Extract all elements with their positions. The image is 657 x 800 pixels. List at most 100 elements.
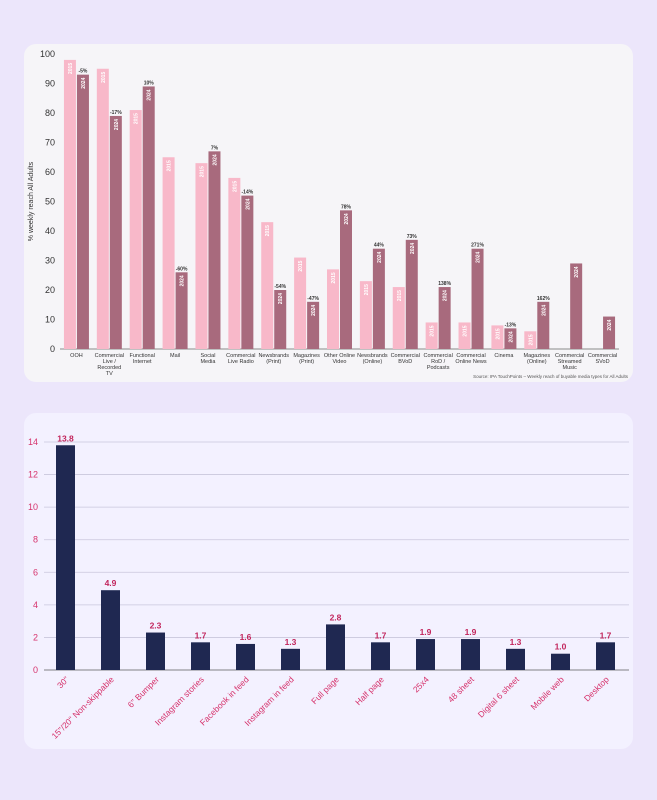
- x-category-label: Magazines: [293, 353, 320, 359]
- bar: [371, 642, 390, 670]
- bar-2024: [471, 248, 484, 349]
- bar-label-2024: 2024: [147, 89, 153, 100]
- x-category-label: (Print): [266, 359, 281, 365]
- x-category-label: (Online): [527, 359, 547, 365]
- y-tick-label: 10: [28, 502, 38, 512]
- x-category-label: 30": [55, 674, 71, 690]
- weekly-reach-chart: 0 10 20 30 40 50 60 70 80 90 100 % weekly reach All…: [28, 49, 629, 379]
- bar-2015: [129, 110, 142, 349]
- bar-label-2015: 2015: [101, 72, 107, 83]
- x-category-label: Commercial: [555, 353, 584, 359]
- bar-2024: [438, 287, 451, 349]
- change-label: 138%: [438, 281, 451, 287]
- bar: [191, 642, 210, 670]
- bar-2015: [261, 222, 274, 349]
- change-label: -54%: [274, 284, 286, 290]
- y-tick-label: 0: [33, 665, 38, 675]
- bar-label-2024: 2024: [212, 154, 218, 165]
- bar: [146, 632, 165, 670]
- x-category-label: Live Radio: [228, 359, 254, 365]
- bar-2024: [208, 151, 221, 349]
- x-category-label: Half page: [353, 674, 386, 707]
- y-tick-label: 10: [45, 315, 55, 325]
- bar-2015: [327, 269, 339, 349]
- x-category-label: Internet: [133, 359, 152, 365]
- bar-2015: [96, 68, 109, 349]
- bar-2015: [524, 331, 537, 349]
- x-category-label: Cinema: [494, 353, 514, 359]
- x-category-label: Podcasts: [427, 365, 450, 371]
- x-category-label: Commercial: [226, 353, 255, 359]
- x-category-label: (Print): [299, 359, 314, 365]
- bar-label-2015: 2015: [232, 181, 238, 192]
- bar-label-2024: 2024: [311, 305, 317, 316]
- value-label: 1.7: [375, 630, 387, 640]
- bar-label-2015: 2015: [495, 328, 501, 339]
- bar-label-2015: 2015: [134, 113, 140, 124]
- bar-label-2015: 2015: [298, 260, 304, 271]
- bar-label-2024: 2024: [81, 77, 87, 88]
- bar-label-2024: 2024: [607, 319, 613, 330]
- bar-2024: [537, 301, 550, 349]
- bar-2015: [294, 257, 307, 349]
- bar-label-2024: 2024: [508, 331, 514, 342]
- bar: [101, 590, 120, 670]
- x-category-label: Desktop: [582, 674, 611, 703]
- bar-label-2015: 2015: [199, 166, 205, 177]
- bar-label-2015: 2015: [167, 160, 173, 171]
- x-category-label: Other Online: [324, 353, 355, 359]
- change-label: -13%: [505, 322, 517, 328]
- bar: [596, 642, 615, 670]
- x-category-label: 48 sheet: [446, 674, 477, 705]
- y-tick-label: 30: [45, 256, 55, 266]
- bar-2024: [570, 263, 583, 349]
- value-label: 1.6: [240, 632, 252, 642]
- value-label: 1.3: [510, 637, 522, 647]
- y-tick-label: 20: [45, 285, 55, 295]
- x-category-label: Live /: [103, 359, 117, 365]
- change-label: 73%: [407, 234, 418, 240]
- change-label: -60%: [176, 266, 188, 272]
- x-category-label: RoD /: [431, 359, 446, 365]
- bar-2024: [372, 248, 385, 349]
- x-category-label: 25x4: [411, 674, 431, 694]
- y-tick-label: 100: [40, 49, 55, 59]
- bar-2015: [162, 157, 175, 349]
- bar-label-2024: 2024: [114, 119, 120, 130]
- y-tick-label: 2: [33, 632, 38, 642]
- x-category-label: 6" Bumper: [126, 674, 161, 709]
- bar-2024: [603, 316, 616, 349]
- bar-label-2024: 2024: [410, 243, 416, 254]
- bar-label-2024: 2024: [377, 251, 383, 262]
- change-label: -5%: [78, 69, 87, 75]
- bar-label-2024: 2024: [443, 290, 449, 301]
- x-category-label: Mail: [170, 353, 180, 359]
- bar-label-2024: 2024: [245, 198, 251, 209]
- value-label: 1.9: [420, 627, 432, 637]
- attention-chart-card: 0 2 4 6 8 10 12 14 13.8 30" 4.9 15"/20" Non-skippab…: [24, 413, 633, 749]
- y-tick-label: 4: [33, 600, 38, 610]
- change-label: -14%: [242, 190, 254, 196]
- y-tick-label: 90: [45, 79, 55, 89]
- x-category-label: Video: [333, 359, 347, 365]
- y-tick-label: 8: [33, 535, 38, 545]
- bar-label-2015: 2015: [528, 334, 534, 345]
- value-label: 1.3: [285, 637, 297, 647]
- bar-label-2015: 2015: [331, 272, 337, 283]
- bar-2015: [425, 322, 438, 349]
- bar: [236, 643, 255, 670]
- y-tick-label: 14: [28, 437, 38, 447]
- change-label: 78%: [341, 204, 352, 210]
- x-category-label: Full page: [309, 674, 341, 706]
- bar-label-2024: 2024: [476, 251, 482, 262]
- bar-2024: [405, 239, 418, 349]
- bar: [326, 624, 345, 670]
- bar: [281, 648, 300, 670]
- bar-2024: [340, 210, 352, 349]
- y-tick-label: 50: [45, 197, 55, 207]
- y-axis-label: % weekly reach All Adults: [28, 161, 35, 241]
- bar-label-2015: 2015: [68, 63, 74, 74]
- bar-label-2015: 2015: [364, 284, 370, 295]
- x-category-label: Commercial: [391, 353, 420, 359]
